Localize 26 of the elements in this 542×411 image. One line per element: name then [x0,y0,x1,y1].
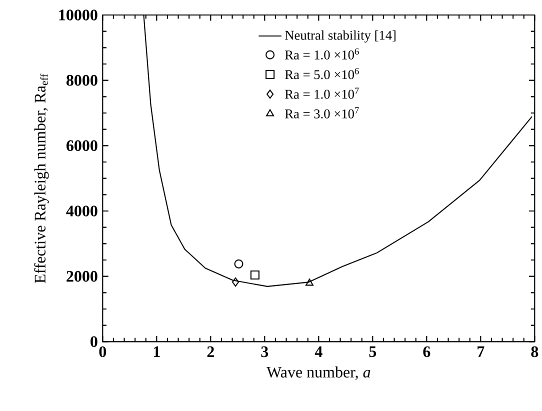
legend-label: Neutral stability [14] [285,30,396,43]
point [305,278,314,286]
x-tick-label: 2 [207,346,214,357]
x-tick-label: 3 [261,346,268,358]
x-axis-title: Wave number, a [266,366,370,380]
x-tick-label: 0 [99,346,106,358]
y-tick-label: 8000 [66,74,98,86]
x-tick-label: 5 [369,346,376,357]
y-tick-label: 10000 [59,10,98,20]
y-tick-label: 4000 [66,206,98,216]
x-tick-label: 7 [478,346,484,357]
x-tick-label: 4 [314,346,322,357]
legend-label: Ra = 5.0 ×10$^{6}$ [285,68,359,80]
y-tick-label: 2000 [66,270,98,282]
point [232,278,240,287]
y-tick-label: 0 [90,336,98,348]
legend-label: Ra = 1.0 ×10$^{7}$ [285,88,359,99]
x-tick-label: 8 [531,346,538,358]
x-tick-label: 1 [154,346,160,357]
y-tick-label: 6000 [66,140,98,152]
legend-label: Ra = 3.0 ×10$^{7}$ [285,107,359,118]
x-tick-label: 6 [423,346,430,358]
y-axis-title: Effective Rayleigh number, Ra$_{eff}$ [34,74,49,284]
point [250,270,260,280]
legend-label: Ra = 1.0 ×10$^{6}$ [285,48,359,60]
point [234,259,244,268]
